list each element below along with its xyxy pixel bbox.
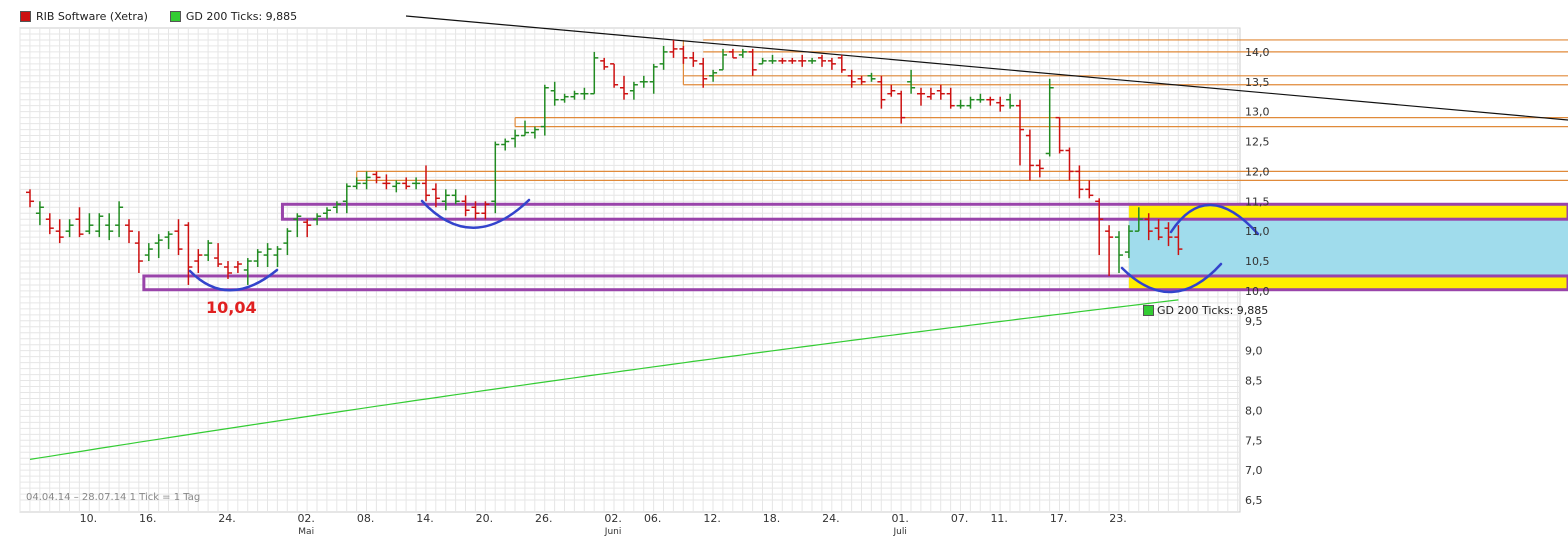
y-tick-label: 10,5	[1245, 255, 1270, 268]
x-month-label: Mai	[298, 527, 314, 537]
date-range-footer: 04.04.14 – 28.07.14 1 Tick = 1 Tag	[26, 492, 201, 503]
x-tick-label: 17.	[1050, 512, 1068, 525]
legend-swatch-sma	[169, 11, 181, 22]
legend-label-price: RIB Software (Xetra)	[36, 10, 148, 23]
y-tick-label: 13,5	[1245, 76, 1270, 89]
y-tick-label: 12,5	[1245, 136, 1270, 149]
legend-item-price: RIB Software (Xetra)	[20, 10, 148, 23]
x-tick-label: 06.	[644, 512, 662, 525]
plot-frame	[19, 27, 1241, 513]
x-tick-label: 02.	[297, 512, 315, 525]
y-tick-label: 12,0	[1245, 165, 1270, 178]
legend: RIB Software (Xetra) GD 200 Ticks: 9,885	[20, 10, 297, 23]
downtrend-line	[405, 15, 1568, 121]
x-tick-label: 11.	[990, 512, 1008, 525]
x-tick-label: 07.	[951, 512, 969, 525]
y-tick-label: 11,0	[1245, 225, 1270, 238]
x-month-label: Juni	[604, 527, 622, 537]
legend-item-sma: GD 200 Ticks: 9,885	[169, 10, 298, 23]
sma-end-label: GD 200 Ticks: 9,885	[1143, 304, 1268, 317]
y-tick-label: 8,0	[1245, 404, 1263, 417]
x-tick-label: 12.	[703, 512, 721, 525]
highlight-box	[1128, 219, 1568, 276]
support-zone	[142, 274, 1568, 292]
pattern-bottom-1	[188, 268, 279, 292]
low-price-annotation: 10,04	[206, 298, 257, 317]
pattern-bottom-2	[420, 198, 531, 229]
x-tick-label: 20.	[476, 512, 494, 525]
sma-swatch	[1143, 305, 1154, 316]
x-tick-label: 18.	[763, 512, 781, 525]
support-zone	[280, 202, 1568, 221]
y-tick-label: 9,5	[1245, 315, 1263, 328]
x-tick-label: 08.	[357, 512, 375, 525]
x-tick-label: 14.	[416, 512, 434, 525]
x-tick-label: 02.	[604, 512, 622, 525]
x-month-label: Juli	[893, 527, 907, 537]
y-tick-label: 10,0	[1245, 285, 1270, 298]
pattern-top-1	[1169, 203, 1260, 236]
x-tick-label: 01.	[891, 512, 909, 525]
legend-label-sma: GD 200 Ticks: 9,885	[185, 10, 298, 23]
x-tick-label: 24.	[218, 512, 236, 525]
pattern-bottom-3	[1120, 262, 1223, 294]
y-tick-label: 7,0	[1245, 464, 1263, 477]
y-tick-label: 14,0	[1245, 46, 1270, 59]
x-tick-label: 24.	[822, 512, 840, 525]
sma-end-text: GD 200 Ticks: 9,885	[1157, 304, 1269, 317]
y-tick-label: 13,0	[1245, 106, 1270, 119]
legend-swatch-price	[20, 11, 31, 22]
y-tick-label: 11,5	[1245, 195, 1270, 208]
sma-line	[29, 299, 1179, 460]
x-tick-label: 16.	[139, 512, 157, 525]
y-tick-label: 9,0	[1245, 345, 1263, 358]
y-tick-label: 7,5	[1245, 434, 1263, 447]
x-tick-label: 23.	[1109, 512, 1127, 525]
y-tick-label: 8,5	[1245, 375, 1263, 388]
y-tick-label: 6,5	[1245, 494, 1263, 507]
x-tick-label: 26.	[535, 512, 553, 525]
x-tick-label: 10.	[80, 512, 98, 525]
